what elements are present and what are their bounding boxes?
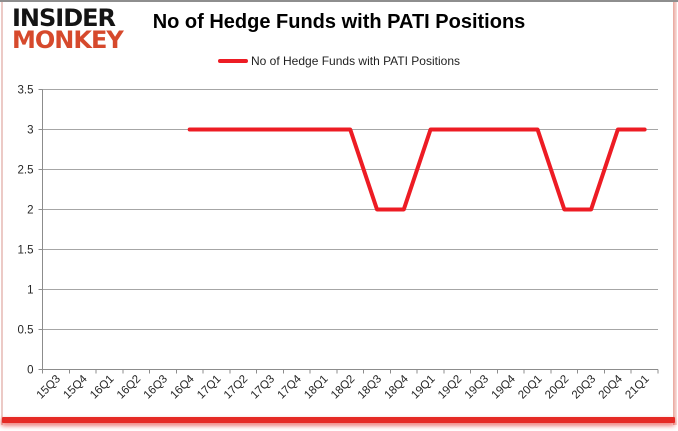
x-tick-label: 17Q2 bbox=[222, 373, 250, 401]
frame-left-edge bbox=[1, 2, 3, 425]
frame-top-edge bbox=[0, 0, 678, 2]
legend-label: No of Hedge Funds with PATI Positions bbox=[251, 54, 460, 68]
bottom-accent-bar bbox=[2, 417, 675, 423]
x-tick-label: 16Q1 bbox=[88, 373, 116, 401]
y-tick-label: 1 bbox=[27, 285, 33, 297]
insider-monkey-logo: INSIDER MONKEY bbox=[12, 4, 124, 55]
y-tick-label: 3.5 bbox=[18, 85, 34, 97]
y-tick-label: 0.5 bbox=[18, 325, 34, 337]
x-tick-label: 19Q2 bbox=[436, 373, 464, 401]
y-tick-label: 0 bbox=[27, 365, 33, 377]
x-tick-label: 19Q1 bbox=[409, 373, 437, 401]
x-tick-label: 17Q1 bbox=[195, 373, 223, 401]
y-tick-label: 1.5 bbox=[18, 245, 34, 257]
x-tick-label: 16Q4 bbox=[168, 373, 197, 402]
legend: No of Hedge Funds with PATI Positions bbox=[0, 53, 678, 69]
y-axis-labels: 0 0.5 1 1.5 2 2.5 3 3.5 bbox=[18, 85, 34, 377]
x-tick-label: 20Q2 bbox=[543, 373, 571, 401]
x-tick-label: 18Q3 bbox=[356, 373, 384, 401]
logo-monkey-text: MONKEY bbox=[12, 26, 124, 55]
y-gridlines bbox=[42, 89, 658, 330]
x-tick-label: 15Q4 bbox=[61, 373, 90, 402]
x-tick-label: 19Q3 bbox=[463, 373, 491, 401]
series-line bbox=[187, 127, 647, 212]
x-tick-label: 17Q3 bbox=[249, 373, 277, 401]
x-tick-label: 18Q1 bbox=[302, 373, 330, 401]
x-tick-label: 15Q3 bbox=[35, 373, 63, 401]
logo-insider-text: INSIDER bbox=[12, 4, 116, 32]
x-tick-label: 16Q2 bbox=[115, 373, 143, 401]
x-tick-label: 20Q4 bbox=[597, 373, 626, 402]
chart-title: No of Hedge Funds with PATI Positions bbox=[152, 11, 526, 33]
x-tick-label: 18Q2 bbox=[329, 373, 357, 401]
y-tick-label: 2 bbox=[27, 205, 33, 217]
axes bbox=[38, 89, 659, 374]
x-tick-label: 20Q3 bbox=[570, 373, 598, 401]
frame-right-edge bbox=[673, 2, 677, 425]
x-axis-labels: 15Q315Q416Q116Q216Q316Q417Q117Q217Q317Q4… bbox=[35, 373, 652, 402]
x-tick-label: 17Q4 bbox=[275, 373, 304, 402]
x-tick-label: 18Q4 bbox=[383, 373, 412, 402]
legend-line-marker bbox=[218, 59, 248, 63]
x-tick-label: 21Q1 bbox=[623, 373, 651, 401]
y-tick-label: 3 bbox=[27, 125, 33, 137]
x-tick-label: 19Q4 bbox=[490, 373, 519, 402]
x-tick-label: 16Q3 bbox=[142, 373, 170, 401]
x-tick-label: 20Q1 bbox=[516, 373, 544, 401]
y-tick-label: 2.5 bbox=[18, 165, 34, 177]
